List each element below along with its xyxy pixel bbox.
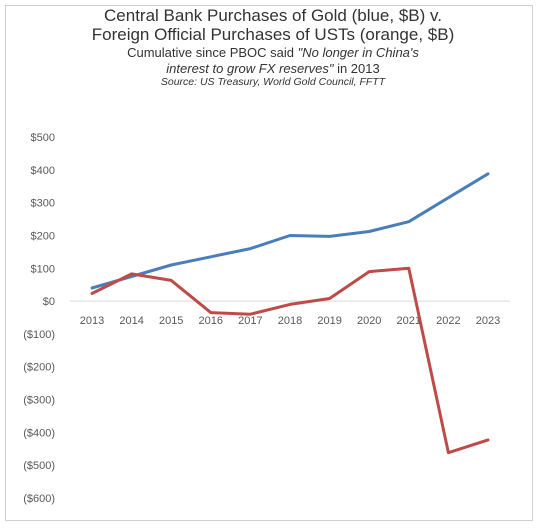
data-point-gold — [368, 230, 371, 233]
y-tick-label: $200 — [31, 230, 55, 242]
x-tick-label: 2021 — [397, 315, 421, 327]
y-tick-label: ($200) — [23, 362, 55, 374]
data-point-gold — [447, 196, 450, 199]
x-tick-label: 2015 — [159, 315, 183, 327]
x-tick-label: 2019 — [317, 315, 341, 327]
data-point-gold — [170, 263, 173, 266]
subtitle-text-a: Cumulative since PBOC said — [127, 45, 298, 60]
data-point-usts — [447, 451, 450, 454]
chart-subtitle-line1: Cumulative since PBOC said "No longer in… — [0, 45, 546, 60]
y-tick-label: ($400) — [23, 427, 55, 439]
data-point-usts — [249, 313, 252, 316]
data-point-usts — [170, 279, 173, 282]
chart-title-line2: Foreign Official Purchases of USTs (oran… — [91, 25, 455, 44]
series-line-gold — [90, 172, 490, 290]
data-point-gold — [289, 234, 292, 237]
chart-title-line1: Central Bank Purchases of Gold (blue, $B… — [104, 6, 442, 25]
y-tick-label: ($500) — [23, 460, 55, 472]
subtitle-quote-b: interest to grow FX reserves" — [166, 61, 334, 76]
data-point-usts — [487, 438, 490, 441]
data-point-usts — [130, 272, 133, 275]
data-point-usts — [407, 267, 410, 270]
subtitle-quote-a: "No longer in China's — [297, 45, 419, 60]
chart-source: Source: US Treasury, World Gold Council,… — [160, 76, 386, 88]
data-point-usts — [91, 292, 94, 295]
data-point-usts — [289, 303, 292, 306]
y-tick-label: ($100) — [23, 329, 55, 341]
data-point-gold — [328, 235, 331, 238]
y-tick-label: ($600) — [23, 493, 55, 505]
subtitle-text-b: in 2013 — [333, 61, 380, 76]
data-point-gold — [487, 172, 490, 175]
data-point-usts — [368, 270, 371, 273]
data-point-gold — [407, 220, 410, 223]
y-tick-label: $100 — [31, 263, 55, 275]
x-tick-label: 2014 — [119, 315, 143, 327]
y-tick-label: $0 — [43, 296, 55, 308]
data-point-usts — [328, 297, 331, 300]
chart-header: Central Bank Purchases of Gold (blue, $B… — [0, 6, 546, 88]
y-tick-label: $300 — [31, 198, 55, 210]
x-tick-label: 2018 — [278, 315, 302, 327]
x-tick-label: 2023 — [476, 315, 500, 327]
y-tick-label: $500 — [31, 132, 55, 144]
x-tick-label: 2022 — [436, 315, 460, 327]
x-tick-label: 2013 — [80, 315, 104, 327]
data-point-gold — [91, 286, 94, 289]
data-point-usts — [209, 311, 212, 314]
x-tick-label: 2016 — [199, 315, 223, 327]
chart-subtitle-line2: interest to grow FX reserves" in 2013 — [0, 61, 546, 76]
data-point-gold — [209, 255, 212, 258]
series-line-usts — [90, 266, 490, 455]
x-tick-label: 2017 — [238, 315, 262, 327]
y-tick-label: $400 — [31, 165, 55, 177]
y-tick-label: ($300) — [23, 395, 55, 407]
data-point-gold — [249, 247, 252, 250]
x-tick-label: 2020 — [357, 315, 381, 327]
